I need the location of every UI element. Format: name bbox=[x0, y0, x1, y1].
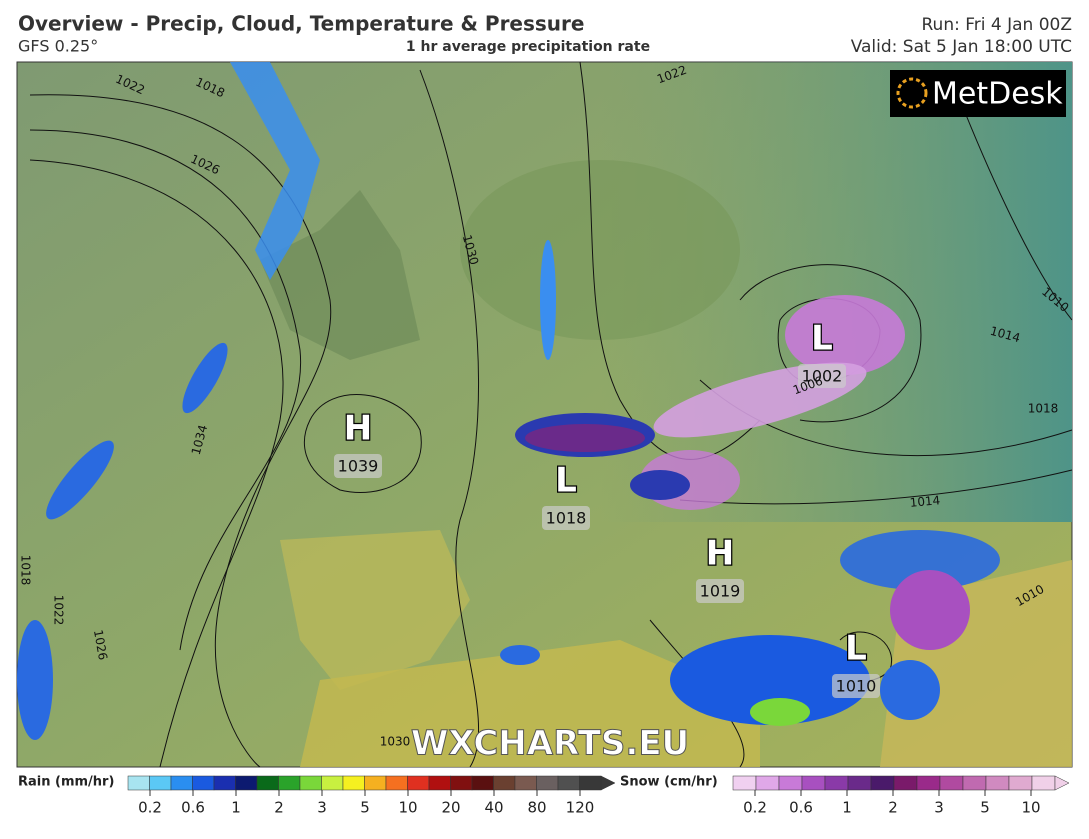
legend-tick-label: 2 bbox=[888, 799, 898, 817]
color-swatch bbox=[471, 775, 494, 791]
isobar-label: 1026 bbox=[91, 629, 110, 662]
legend-tick-label: 0.2 bbox=[743, 799, 767, 817]
precip bbox=[17, 62, 1000, 740]
pressure-box bbox=[542, 506, 590, 530]
color-swatch bbox=[149, 775, 172, 791]
legend-tick-label: 1 bbox=[842, 799, 852, 817]
map: MetDesk WXCHARTS.EU H 1039 L 1018 H 1019 L 1002… bbox=[16, 61, 1073, 768]
pressure-box bbox=[696, 579, 744, 603]
color-swatch bbox=[847, 775, 872, 791]
color-swatch bbox=[127, 775, 150, 791]
color-swatch bbox=[939, 775, 964, 791]
color-swatch bbox=[385, 775, 408, 791]
color-swatch bbox=[278, 775, 301, 791]
run: Run: Fri 4 Jan 00Z bbox=[922, 15, 1073, 35]
pressure-letter: L bbox=[845, 629, 867, 669]
color-swatch bbox=[962, 775, 987, 791]
legend-tick-label: 0.2 bbox=[138, 799, 162, 817]
color-swatch bbox=[893, 775, 918, 791]
legend-label: Rain (mm/hr) bbox=[18, 775, 114, 790]
isobar-label: 1018 bbox=[1028, 402, 1059, 416]
color-swatch bbox=[342, 775, 365, 791]
isobar-label: 1022 bbox=[52, 595, 66, 626]
logo: MetDesk bbox=[932, 77, 1063, 112]
color-swatch bbox=[428, 775, 451, 791]
color-swatch bbox=[213, 775, 236, 791]
color-swatch bbox=[870, 775, 895, 791]
isobar-label: 1014 bbox=[909, 493, 941, 510]
color-swatch bbox=[1031, 775, 1056, 791]
color-swatch bbox=[493, 775, 516, 791]
color-swatch bbox=[824, 775, 849, 791]
color-swatch bbox=[450, 775, 473, 791]
legend-tick-label: 3 bbox=[934, 799, 944, 817]
color-swatch bbox=[985, 775, 1010, 791]
legend-tick-label: 20 bbox=[441, 799, 460, 817]
pressure-box bbox=[832, 674, 880, 698]
valid: Valid: Sat 5 Jan 18:00 UTC bbox=[851, 37, 1072, 57]
color-arrow bbox=[1054, 775, 1070, 791]
legend-tick-label: 0.6 bbox=[181, 799, 205, 817]
pressure-value: 1010 bbox=[836, 677, 877, 696]
model: GFS 0.25° bbox=[18, 37, 98, 56]
color-swatch bbox=[1008, 775, 1033, 791]
color-swatch bbox=[579, 775, 602, 791]
isobar-label: 1030 bbox=[380, 735, 411, 749]
color-swatch bbox=[170, 775, 193, 791]
pressure-letter: H bbox=[344, 409, 372, 449]
watermark: WXCHARTS.EU bbox=[411, 724, 689, 764]
color-swatch bbox=[192, 775, 215, 791]
color-swatch bbox=[514, 775, 537, 791]
legend-tick-label: 40 bbox=[484, 799, 503, 817]
pressure-value: 1002 bbox=[802, 367, 843, 386]
pressure-letter: L bbox=[555, 461, 577, 501]
legend-tick-label: 120 bbox=[566, 799, 595, 817]
pressure-letter: H bbox=[706, 534, 734, 574]
color-swatch bbox=[916, 775, 941, 791]
legend-tick-label: 2 bbox=[274, 799, 284, 817]
pressure-letter: L bbox=[811, 319, 833, 359]
subtitle: 1 hr average precipitation rate bbox=[406, 39, 650, 55]
legend-tick-label: 5 bbox=[980, 799, 990, 817]
isobar-label: 1018 bbox=[19, 555, 33, 586]
color-swatch bbox=[536, 775, 559, 791]
pressure-value: 1018 bbox=[546, 509, 587, 528]
color-swatch bbox=[407, 775, 430, 791]
legend-tick-label: 80 bbox=[527, 799, 546, 817]
color-swatch bbox=[755, 775, 780, 791]
color-arrow bbox=[600, 775, 616, 791]
pressure-box bbox=[798, 364, 846, 388]
pressure-box bbox=[334, 454, 382, 478]
legend-tick-label: 3 bbox=[317, 799, 327, 817]
legend-tick-label: 10 bbox=[1021, 799, 1040, 817]
color-swatch bbox=[299, 775, 322, 791]
color-swatch bbox=[321, 775, 344, 791]
pressure-value: 1039 bbox=[338, 457, 379, 476]
legend-tick-label: 0.6 bbox=[789, 799, 813, 817]
legend-label: Snow (cm/hr) bbox=[620, 775, 718, 790]
legend-tick-label: 5 bbox=[360, 799, 370, 817]
logo-box bbox=[890, 70, 1066, 117]
color-swatch bbox=[364, 775, 387, 791]
legend-tick-label: 10 bbox=[398, 799, 417, 817]
color-swatch bbox=[256, 775, 279, 791]
color-swatch bbox=[235, 775, 258, 791]
color-swatch bbox=[778, 775, 803, 791]
color-swatch bbox=[801, 775, 826, 791]
pressure-value: 1019 bbox=[700, 582, 741, 601]
color-swatch bbox=[557, 775, 580, 791]
legend-tick-label: 1 bbox=[231, 799, 241, 817]
color-swatch bbox=[732, 775, 757, 791]
title: Overview - Precip, Cloud, Temperature & … bbox=[18, 12, 584, 36]
